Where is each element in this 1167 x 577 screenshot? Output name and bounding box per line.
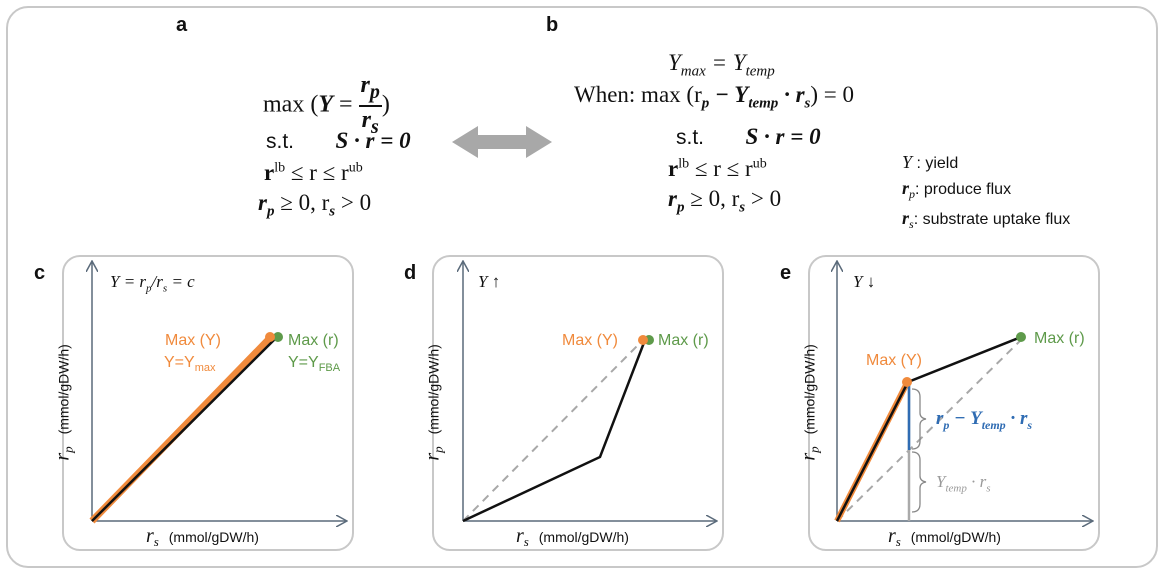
panel-d [432, 255, 724, 551]
plot-c-y-label: rp (mmol/gDW/h) [51, 344, 76, 461]
symbol-legend: Y : yield rp: produce flux rs: substrate… [902, 150, 1070, 236]
plot-c-x-label: rs (mmol/gDW/h) [146, 525, 259, 549]
plot-e-x-label: rs (mmol/gDW/h) [888, 525, 1001, 549]
plot-e-y-label: rp (mmol/gDW/h) [797, 344, 822, 461]
label-b: b [546, 14, 559, 36]
figure-frame [6, 6, 1158, 568]
eqB-line1: Ymax = Ytemp [668, 50, 775, 80]
plot-e-max-r-point [1016, 332, 1026, 342]
plot-e-base-formula: Ytemp · rs [936, 472, 991, 495]
plot-e-brace-upper [911, 388, 927, 450]
eqB-bounds: rlb ≤ r ≤ rub [668, 156, 767, 181]
plot-d-y-arrow-label: Y ↑ [478, 272, 501, 291]
plot-d [463, 262, 716, 521]
plot-d-dashed-yield-line [462, 339, 644, 522]
eqA-st: s.t. S · r = 0 [266, 128, 411, 153]
plot-e-dashed-yield-line [836, 336, 1025, 522]
plot-d-max-r-label: Max (r) [658, 332, 709, 349]
plot-e-brace-lower [911, 451, 927, 513]
legend-produce: rp: produce flux [902, 178, 1012, 202]
legend-substrate: rs: substrate uptake flux [902, 208, 1071, 232]
plot-e-max-y-label: Max (Y) [866, 352, 922, 369]
label-d: d [404, 262, 417, 284]
label-a: a [176, 14, 188, 36]
eqB-st: s.t. S · r = 0 [676, 124, 821, 149]
plot-c-max-r-line [91, 336, 278, 522]
plot-c-max-y-label: Max (Y) [165, 332, 221, 349]
plot-c-formula: Y = rp/rs = c [110, 272, 195, 295]
plot-c [92, 262, 346, 521]
eqA-nonneg: rp ≥ 0, rs > 0 [258, 190, 372, 220]
plot-c-max-r-point [273, 332, 283, 342]
eqB-when: When: max (rp − Ytemp · rs) = 0 [574, 82, 854, 112]
panel-c [62, 255, 354, 551]
plot-d-y-label: rp (mmol/gDW/h) [421, 344, 446, 461]
plot-d-max-y-label: Max (Y) [562, 332, 618, 349]
plot-e-max-r-label: Max (r) [1034, 330, 1085, 347]
plot-c-max-y-point [265, 332, 275, 342]
plot-e-gap-formula: rp − Ytemp · rs [936, 408, 1033, 432]
plot-d-flux-path [462, 339, 647, 523]
plot-c-y-max-label: Y=Ymax [164, 354, 216, 375]
eqA-objective: max (Y = rp rs) [263, 72, 390, 138]
plot-d-max-y-point [638, 335, 648, 345]
plot-e-max-y-point [902, 377, 912, 387]
plot-d-x-label: rs (mmol/gDW/h) [516, 525, 629, 549]
label-c: c [34, 262, 46, 284]
plot-e [837, 262, 1092, 521]
eqB-nonneg: rp ≥ 0, rs > 0 [668, 186, 782, 216]
legend-yield: Y : yield [902, 152, 959, 172]
plot-c-max-r-label: Max (r) [288, 332, 339, 349]
plot-c-y-fba-label: Y=YFBA [288, 354, 341, 375]
eqA-bounds: rlb ≤ r ≤ rub [264, 160, 363, 185]
equivalence-arrow [452, 126, 552, 158]
plot-e-y-arrow-label: Y ↓ [853, 272, 876, 291]
label-e: e [780, 262, 792, 284]
panel-e [808, 255, 1100, 551]
